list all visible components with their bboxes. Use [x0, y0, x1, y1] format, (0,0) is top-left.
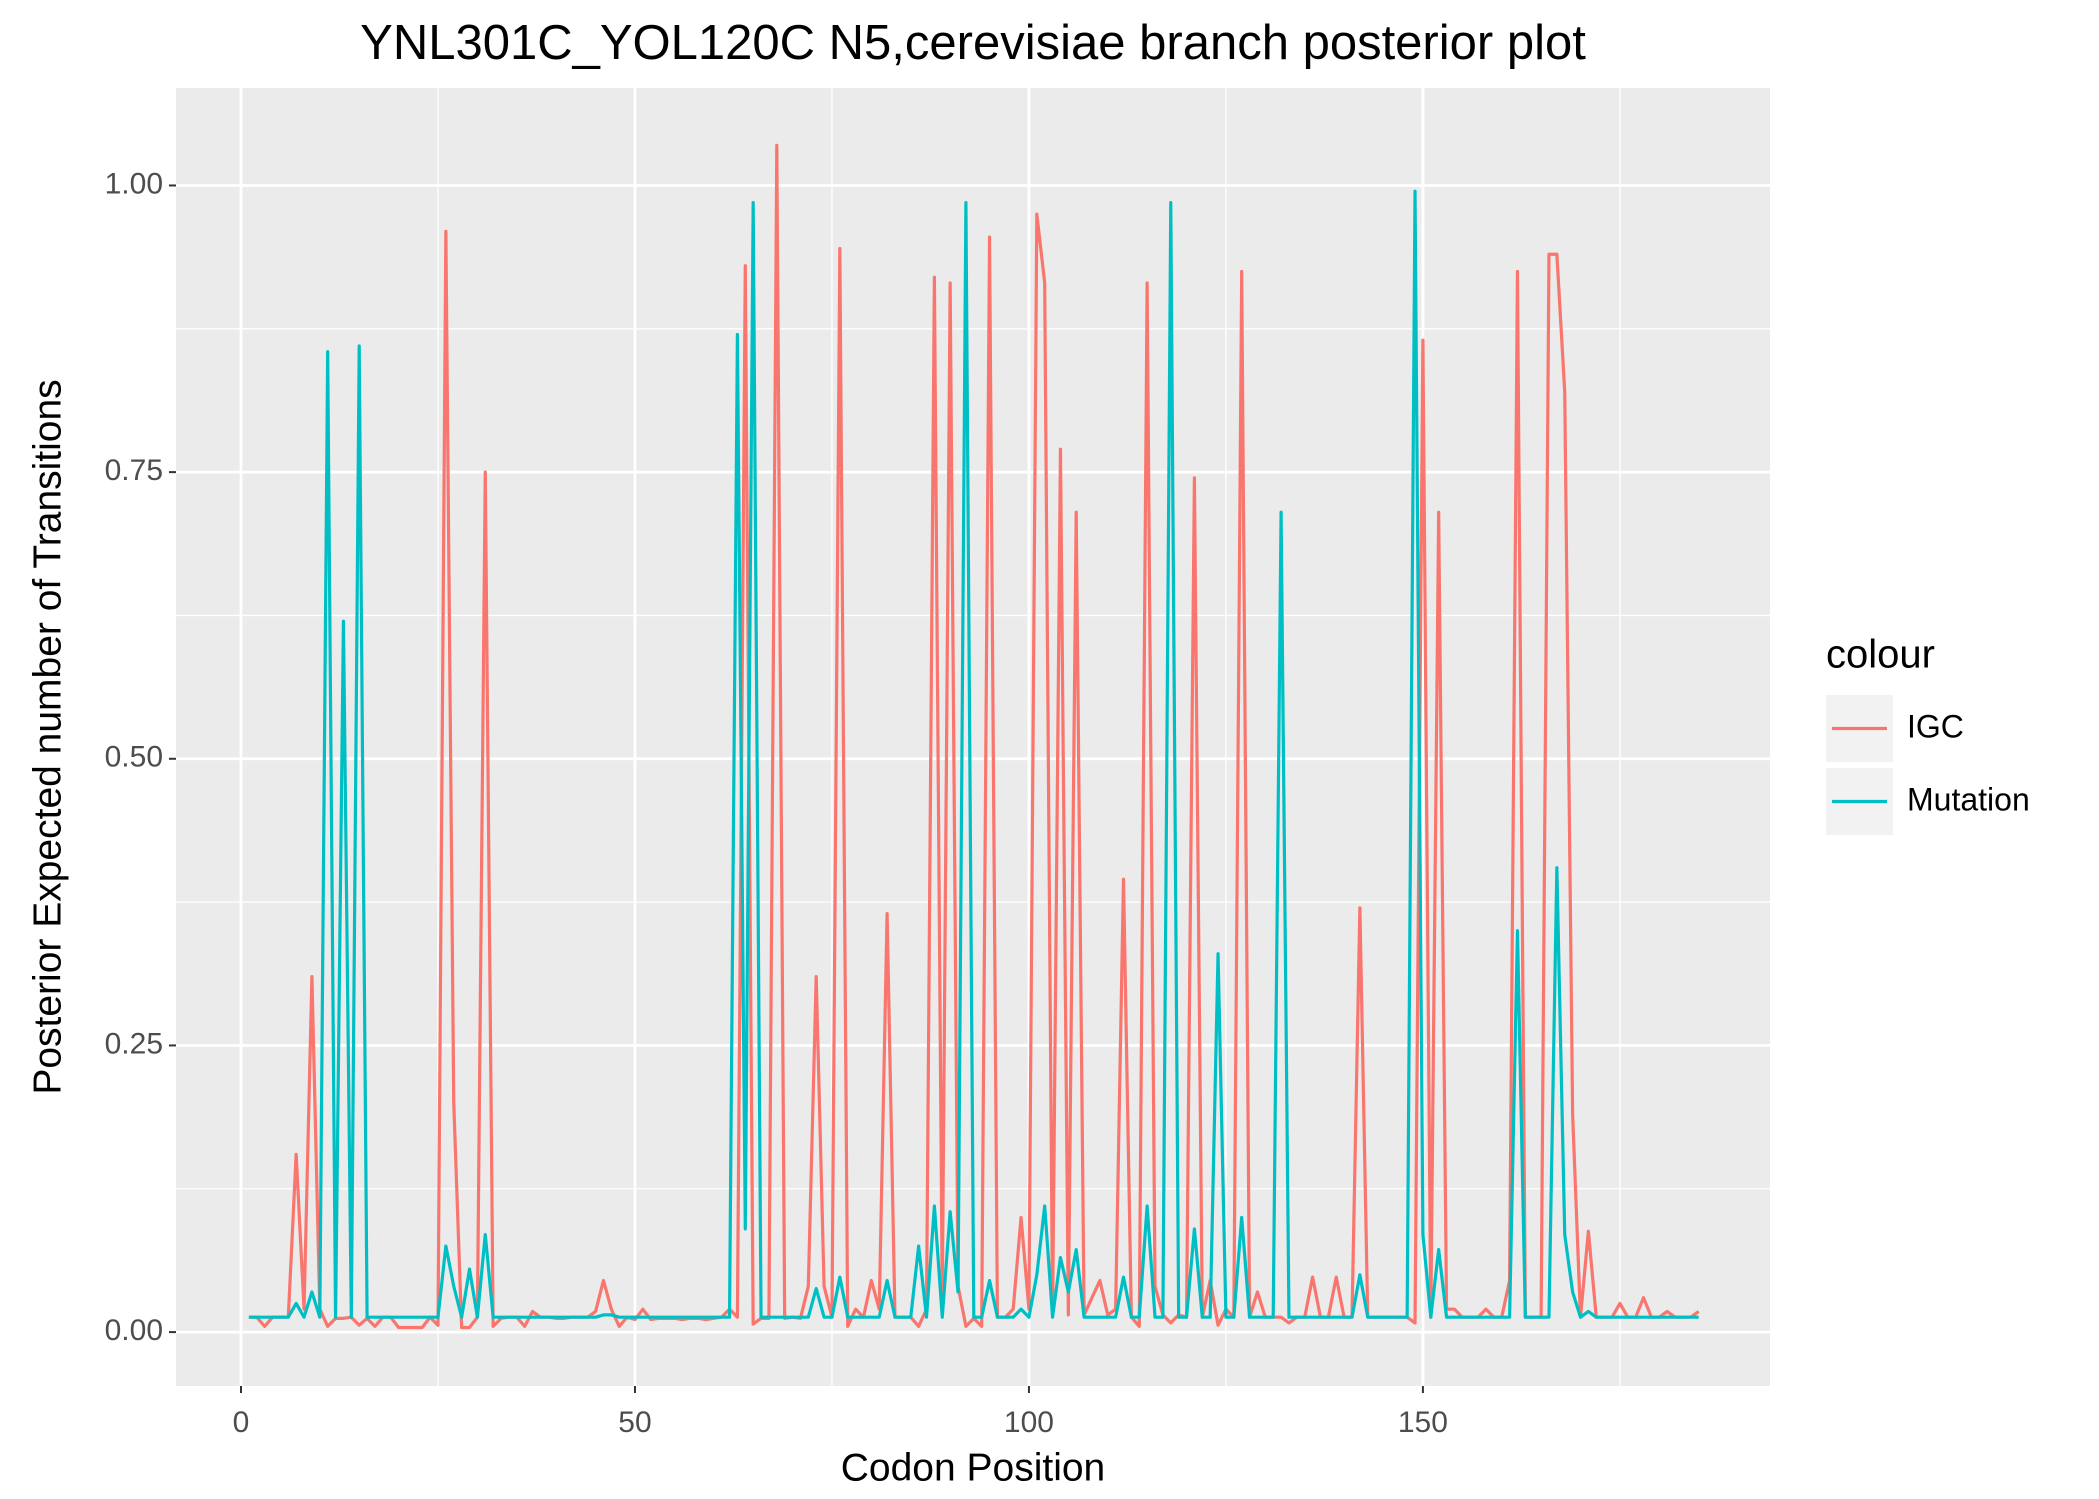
legend-label: IGC [1907, 708, 1964, 744]
x-tick-label: 100 [1004, 1406, 1054, 1439]
x-tick-label: 0 [233, 1406, 250, 1439]
x-axis-title: Codon Position [841, 1446, 1106, 1489]
legend-title: colour [1826, 633, 1935, 677]
x-tick-label: 150 [1398, 1406, 1448, 1439]
y-tick-label: 0.50 [105, 741, 163, 774]
x-tick-label: 50 [618, 1406, 651, 1439]
chart-title: YNL301C_YOL120C N5,cerevisiae branch pos… [360, 16, 1586, 70]
y-tick-label: 0.75 [105, 454, 163, 487]
line-series [248, 189, 1699, 1319]
legend-label: Mutation [1907, 781, 2030, 817]
y-tick-label: 1.00 [105, 167, 163, 200]
y-axis-title: Posterior Expected number of Transitions [26, 379, 69, 1094]
y-tick-label: 0.00 [105, 1314, 163, 1347]
y-tick-label: 0.25 [105, 1027, 163, 1060]
